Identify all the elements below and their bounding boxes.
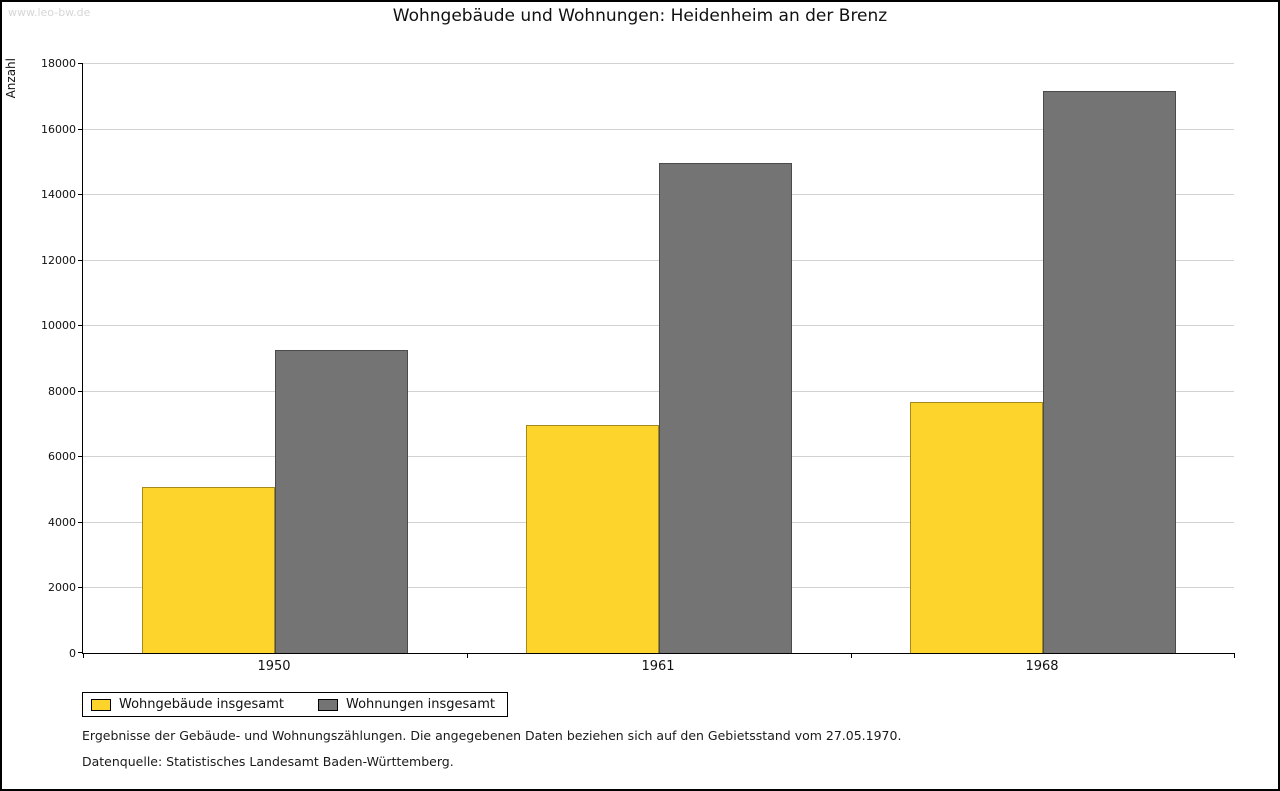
x-tick-mark (851, 653, 852, 658)
y-tick-label: 16000 (41, 122, 76, 136)
y-tick-mark (78, 325, 83, 327)
bar-1968-wohnungen (1043, 91, 1176, 653)
x-tick-mark (83, 653, 84, 658)
gridline (83, 325, 1234, 327)
y-tick-label: 6000 (48, 450, 76, 464)
y-tick-mark (78, 259, 83, 261)
y-tick-mark (78, 652, 83, 653)
legend-label-wohngebaeude: Wohngebäude insgesamt (119, 697, 284, 712)
y-tick-mark (78, 63, 83, 64)
y-tick-label: 18000 (41, 57, 76, 70)
y-tick-label: 12000 (41, 253, 76, 267)
y-tick-mark (78, 521, 83, 523)
plot-area (78, 63, 1235, 658)
y-tick-mark (78, 587, 83, 589)
bar-1961-wohnungen (659, 163, 792, 653)
footnote-line-2: Datenquelle: Statistisches Landesamt Bad… (82, 754, 454, 769)
bar-1950-wohnungen (275, 350, 408, 653)
chart-title: Wohngebäude und Wohnungen: Heidenheim an… (392, 6, 888, 26)
legend-swatch-yellow (91, 698, 111, 711)
legend-swatch-gray (318, 698, 338, 711)
bar-1950-wohngebaeude (142, 487, 275, 653)
bar-1961-wohngebaeude (526, 425, 659, 653)
gridline (83, 194, 1234, 196)
y-tick-label: 8000 (48, 384, 76, 398)
y-tick-label: 4000 (48, 515, 76, 529)
x-tick-mark (1234, 653, 1235, 658)
x-tick-label: 1950 (257, 659, 291, 674)
y-tick-mark (78, 194, 83, 196)
legend: Wohngebäude insgesamt Wohnungen insgesam… (82, 692, 508, 717)
y-axis-label: Anzahl (4, 58, 18, 99)
footnote-line-1: Ergebnisse der Gebäude- und Wohnungszähl… (82, 728, 902, 743)
x-tick-mark (467, 653, 468, 658)
y-tick-label: 14000 (41, 188, 76, 202)
legend-label-wohnungen: Wohnungen insgesamt (346, 697, 495, 712)
x-tick-label: 1961 (641, 659, 675, 674)
y-tick-label: 10000 (41, 319, 76, 333)
gridline (83, 390, 1234, 392)
legend-item-wohnungen: Wohnungen insgesamt (318, 697, 495, 712)
x-tick-label: 1968 (1025, 659, 1059, 674)
bar-1968-wohngebaeude (910, 402, 1043, 653)
x-axis-tick-labels: 1950 1961 1968 (82, 659, 1234, 675)
y-tick-mark (78, 390, 83, 392)
y-axis-tick-labels: 0 2000 4000 6000 8000 10000 12000 14000 16000 180… (30, 58, 76, 660)
legend-item-wohngebaeude: Wohngebäude insgesamt (91, 697, 284, 712)
y-tick-label: 0 (69, 647, 76, 660)
y-tick-mark (78, 456, 83, 458)
gridline (83, 128, 1234, 130)
y-tick-mark (78, 128, 83, 130)
gridline (83, 63, 1234, 64)
y-tick-label: 2000 (48, 581, 76, 595)
watermark: www.leo-bw.de (8, 6, 91, 19)
gridline (83, 259, 1234, 261)
